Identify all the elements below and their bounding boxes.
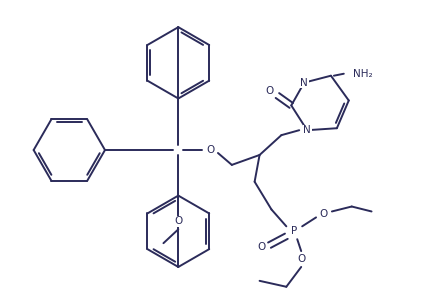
Text: O: O (320, 209, 328, 219)
Text: O: O (297, 254, 305, 264)
Text: O: O (206, 145, 214, 155)
Text: NH₂: NH₂ (353, 69, 372, 79)
Text: O: O (265, 86, 273, 95)
Text: N: N (300, 78, 308, 88)
Text: O: O (174, 216, 182, 226)
Text: O: O (257, 242, 266, 252)
Text: P: P (291, 226, 297, 236)
Text: N: N (303, 125, 311, 135)
